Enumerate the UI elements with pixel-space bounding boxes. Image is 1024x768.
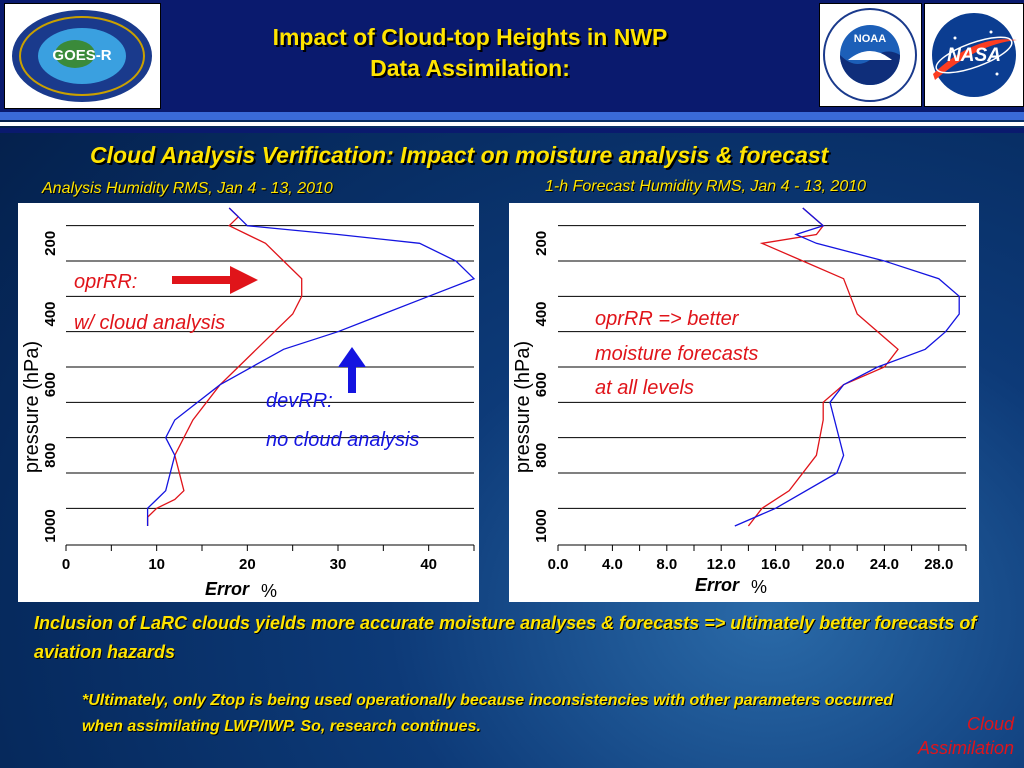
x-tick-label: 40 (420, 556, 437, 573)
title-line-1: Impact of Cloud-top Heights in NWP (272, 24, 668, 50)
series-line-devRR (734, 207, 960, 527)
annotation-forecast-line-1: oprRR => better (595, 308, 739, 330)
x-tick-label: 0 (62, 556, 70, 573)
annotation-dev-label: devRR: (266, 390, 333, 412)
y-axis-label: pressure (hPa) (21, 341, 43, 473)
y-tick-label: 1000 (42, 509, 59, 542)
x-tick-label: 20.0 (815, 556, 844, 573)
corner-label: Cloud Assimilation (918, 712, 1014, 760)
y-tick-label: 200 (533, 231, 550, 256)
series-line-oprRR (146, 207, 303, 526)
chart-panel-forecast: 0.0 4.0 8.0 12.0 16.0 20.0 24.0 28.0 200 400 600 80… (509, 203, 979, 602)
chart-analysis: 0 10 20 30 40 200 400 600 800 1000 pressure (hPa) E… (21, 207, 476, 601)
nasa-logo: NASA (924, 3, 1024, 107)
x-tick-label: 10 (148, 556, 165, 573)
x-tick-label: 12.0 (707, 556, 736, 573)
annotation-dev-desc: no cloud analysis (266, 429, 420, 451)
chart-forecast: 0.0 4.0 8.0 12.0 16.0 20.0 24.0 28.0 200 400 600 80… (512, 207, 967, 597)
x-axis-unit: % (751, 577, 767, 597)
y-axis-label: pressure (hPa) (512, 341, 534, 473)
page-title: Impact of Cloud-top Heights in NWP Data … (170, 22, 770, 84)
corner-label-line-1: Cloud (966, 714, 1014, 734)
y-tick-label: 400 (42, 301, 59, 326)
x-axis-label: Error (695, 575, 740, 595)
y-tick-label: 400 (533, 301, 550, 326)
y-tick-label: 600 (42, 372, 59, 397)
x-tick-label: 4.0 (602, 556, 623, 573)
header-stripe-blue (0, 112, 1024, 120)
y-tick-label: 800 (42, 443, 59, 468)
header-stripe-white (0, 122, 1024, 126)
corner-label-line-2: Assimilation (917, 738, 1014, 758)
x-tick-label: 16.0 (761, 556, 790, 573)
series-line-devRR (146, 207, 476, 526)
footnote-text: *Ultimately, only Ztop is being used ope… (82, 692, 894, 735)
goes-r-logo: GOES-R (4, 3, 161, 109)
noaa-logo-icon: NOAA (823, 8, 917, 102)
x-tick-label: 28.0 (924, 556, 953, 573)
y-tick-label: 800 (533, 443, 550, 468)
annotation-opr-desc: w/ cloud analysis (74, 312, 226, 334)
slide-subtitle: Cloud Analysis Verification: Impact on m… (90, 142, 829, 168)
title-line-2: Data Assimilation: (370, 55, 570, 81)
x-tick-label: 0.0 (548, 556, 569, 573)
x-tick-label: 24.0 (870, 556, 899, 573)
noaa-logo: NOAA (819, 3, 922, 107)
chart-title-forecast: 1-h Forecast Humidity RMS, Jan 4 - 13, 2… (545, 178, 867, 195)
y-tick-label: 600 (533, 372, 550, 397)
svg-text:NASA: NASA (947, 45, 1001, 66)
header-stripe-dark (0, 128, 1024, 133)
annotation-forecast-line-3: at all levels (595, 377, 694, 399)
red-arrow-icon (172, 266, 258, 294)
nasa-logo-icon: NASA (932, 13, 1017, 97)
series-line-oprRR (747, 207, 899, 527)
conclusion-text: Inclusion of LaRC clouds yields more acc… (34, 613, 977, 662)
x-axis-label: Error (205, 579, 250, 599)
x-tick-label: 20 (239, 556, 256, 573)
svg-text:NOAA: NOAA (854, 33, 886, 45)
x-tick-label: 30 (330, 556, 347, 573)
annotation-forecast-line-2: moisture forecasts (595, 343, 759, 365)
y-tick-label: 200 (42, 231, 59, 256)
x-axis-unit: % (261, 581, 277, 601)
y-tick-label: 1000 (533, 509, 550, 542)
chart-panel-analysis: 0 10 20 30 40 200 400 600 800 1000 pressure (hPa) E… (18, 203, 479, 602)
svg-text:GOES-R: GOES-R (52, 47, 111, 64)
annotation-opr-label: oprRR: (74, 271, 138, 293)
x-tick-label: 8.0 (656, 556, 677, 573)
blue-arrow-icon (338, 347, 366, 393)
chart-title-analysis: Analysis Humidity RMS, Jan 4 - 13, 2010 (42, 180, 333, 197)
goes-r-logo-icon: GOES-R (12, 10, 152, 102)
